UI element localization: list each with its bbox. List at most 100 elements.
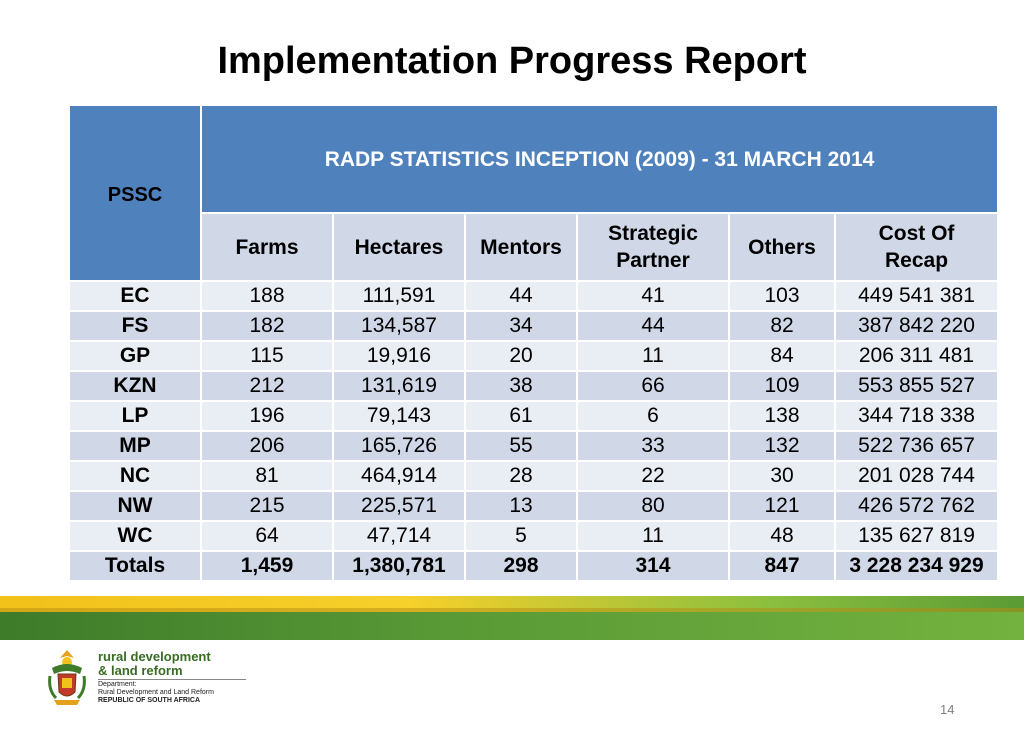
pssc-cell: NC — [68, 460, 202, 492]
strategic-partner-cell: 6 — [576, 400, 730, 432]
hectares-total: 1,380,781 — [332, 550, 466, 582]
table-banner: RADP STATISTICS INCEPTION (2009) - 31 MA… — [200, 104, 999, 214]
farms-cell: 212 — [200, 370, 334, 402]
logo-title-line: & land reform — [98, 663, 183, 678]
statistics-table: PSSC RADP STATISTICS INCEPTION (2009) - … — [68, 104, 999, 582]
strategic-partner-cell: 66 — [576, 370, 730, 402]
mentors-cell: 28 — [464, 460, 578, 492]
column-header-others: Others — [728, 212, 836, 282]
logo-subtitle: Department: Rural Development and Land R… — [98, 681, 214, 705]
farms-cell: 182 — [200, 310, 334, 342]
pssc-cell: LP — [68, 400, 202, 432]
logo-country-line: REPUBLIC OF SOUTH AFRICA — [98, 697, 201, 704]
coat-of-arms-icon — [48, 650, 86, 705]
table-row: NW 215 225,571 13 80 121 426 572 762 — [68, 490, 999, 522]
hectares-cell: 111,591 — [332, 280, 466, 312]
column-header-farms: Farms — [200, 212, 334, 282]
pssc-cell: WC — [68, 520, 202, 552]
strategic-partner-cell: 22 — [576, 460, 730, 492]
table-row: GP 115 19,916 20 11 84 206 311 481 — [68, 340, 999, 372]
mentors-cell: 34 — [464, 310, 578, 342]
cost-cell: 201 028 744 — [834, 460, 999, 492]
logo-subtitle-line: Rural Development and Land Reform — [98, 689, 214, 696]
pssc-cell: NW — [68, 490, 202, 522]
cost-cell: 387 842 220 — [834, 310, 999, 342]
strategic-partner-cell: 33 — [576, 430, 730, 462]
logo-subtitle-line: Department: — [98, 681, 137, 688]
strategic-partner-cell: 44 — [576, 310, 730, 342]
page-title: Implementation Progress Report — [217, 40, 807, 82]
column-header-label: Hectares — [354, 235, 444, 259]
strategic-partner-cell: 11 — [576, 340, 730, 372]
others-cell: 103 — [728, 280, 836, 312]
others-cell: 48 — [728, 520, 836, 552]
column-header-mentors: Mentors — [464, 212, 578, 282]
farms-cell: 215 — [200, 490, 334, 522]
page-number: 14 — [940, 702, 955, 717]
mentors-total: 298 — [464, 550, 578, 582]
hectares-cell: 165,726 — [332, 430, 466, 462]
table-row: EC 188 111,591 44 41 103 449 541 381 — [68, 280, 999, 312]
cost-cell: 344 718 338 — [834, 400, 999, 432]
totals-row: Totals 1,459 1,380,781 298 314 847 3 228… — [68, 550, 999, 582]
pssc-header: PSSC — [68, 104, 202, 282]
column-header-label: Others — [748, 235, 816, 259]
strategic-partner-total: 314 — [576, 550, 730, 582]
column-header-hectares: Hectares — [332, 212, 466, 282]
mentors-cell: 61 — [464, 400, 578, 432]
hectares-cell: 464,914 — [332, 460, 466, 492]
column-header-label: Cost Of — [878, 222, 955, 245]
farms-cell: 196 — [200, 400, 334, 432]
farms-cell: 188 — [200, 280, 334, 312]
table-row: KZN 212 131,619 38 66 109 553 855 527 — [68, 370, 999, 402]
logo-divider — [98, 679, 246, 680]
pssc-cell: KZN — [68, 370, 202, 402]
column-header-label: Strategic — [608, 222, 698, 245]
cost-cell: 135 627 819 — [834, 520, 999, 552]
others-cell: 132 — [728, 430, 836, 462]
mentors-cell: 20 — [464, 340, 578, 372]
cost-cell: 206 311 481 — [834, 340, 999, 372]
column-header-label: Recap — [884, 249, 949, 272]
others-cell: 138 — [728, 400, 836, 432]
department-logo: rural development & land reform Departme… — [44, 648, 246, 708]
column-header-label: Partner — [616, 249, 690, 272]
cost-cell: 553 855 527 — [834, 370, 999, 402]
farms-total: 1,459 — [200, 550, 334, 582]
strategic-partner-cell: 41 — [576, 280, 730, 312]
column-header-cost-of-recap: Cost Of Recap — [834, 212, 999, 282]
mentors-cell: 38 — [464, 370, 578, 402]
cost-cell: 449 541 381 — [834, 280, 999, 312]
mentors-cell: 44 — [464, 280, 578, 312]
column-header-label: Farms — [235, 235, 299, 259]
column-header-strategic-partner: Strategic Partner — [576, 212, 730, 282]
mentors-cell: 55 — [464, 430, 578, 462]
hectares-cell: 79,143 — [332, 400, 466, 432]
farms-cell: 64 — [200, 520, 334, 552]
logo-title-line: rural development — [98, 649, 211, 664]
strategic-partner-cell: 11 — [576, 520, 730, 552]
cost-cell: 426 572 762 — [834, 490, 999, 522]
logo-title: rural development & land reform — [98, 650, 211, 678]
hectares-cell: 225,571 — [332, 490, 466, 522]
cost-cell: 522 736 657 — [834, 430, 999, 462]
hectares-cell: 131,619 — [332, 370, 466, 402]
table-row: LP 196 79,143 61 6 138 344 718 338 — [68, 400, 999, 432]
pssc-cell: MP — [68, 430, 202, 462]
table-row: MP 206 165,726 55 33 132 522 736 657 — [68, 430, 999, 462]
footer-stripe-shade — [0, 608, 1024, 612]
farms-cell: 81 — [200, 460, 334, 492]
pssc-header-label: PSSC — [107, 183, 163, 206]
pssc-cell: EC — [68, 280, 202, 312]
others-total: 847 — [728, 550, 836, 582]
others-cell: 121 — [728, 490, 836, 522]
others-cell: 82 — [728, 310, 836, 342]
cost-total: 3 228 234 929 — [834, 550, 999, 582]
farms-cell: 115 — [200, 340, 334, 372]
table-row: FS 182 134,587 34 44 82 387 842 220 — [68, 310, 999, 342]
hectares-cell: 47,714 — [332, 520, 466, 552]
hectares-cell: 134,587 — [332, 310, 466, 342]
others-cell: 84 — [728, 340, 836, 372]
strategic-partner-cell: 80 — [576, 490, 730, 522]
others-cell: 109 — [728, 370, 836, 402]
